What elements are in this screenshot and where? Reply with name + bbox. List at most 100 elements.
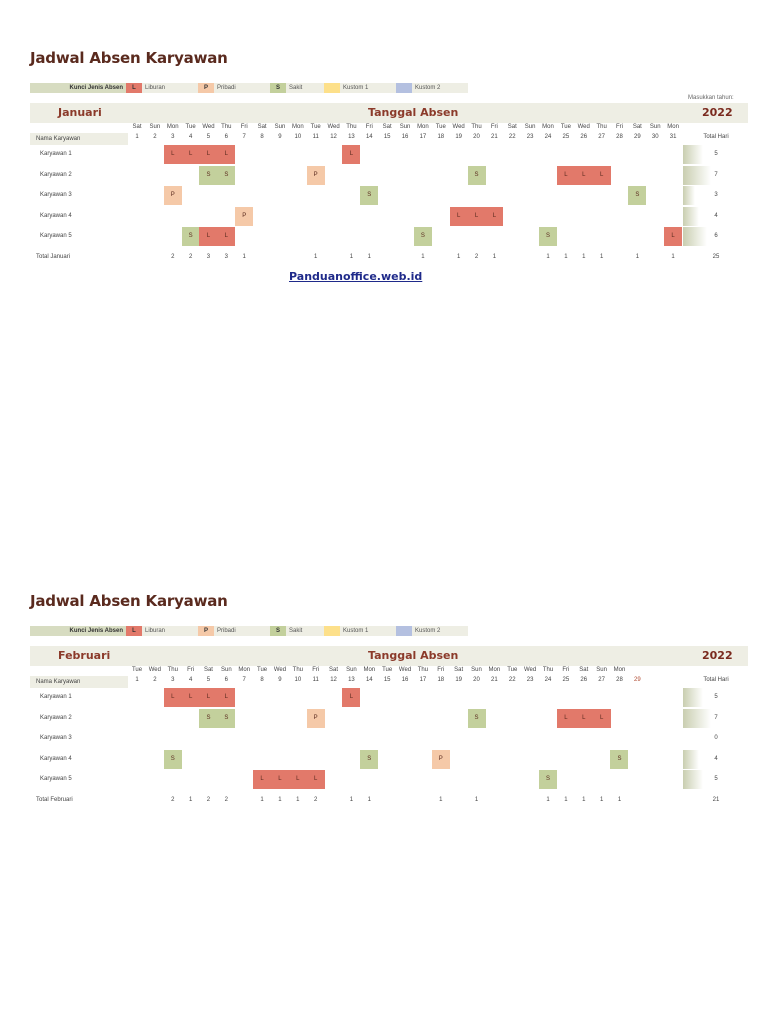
absence-cell[interactable]: L bbox=[181, 145, 200, 164]
day-number-extra: 29 bbox=[634, 677, 641, 683]
absence-cell[interactable]: P bbox=[163, 186, 182, 205]
legend-swatch-sakit: S bbox=[270, 626, 286, 636]
absence-cell[interactable]: L bbox=[253, 770, 272, 789]
day-number: 1 bbox=[135, 134, 139, 140]
absence-cell[interactable]: L bbox=[485, 206, 504, 226]
absence-cell[interactable]: L bbox=[270, 770, 289, 789]
day-number: 28 bbox=[616, 134, 623, 140]
absence-cell[interactable]: L bbox=[467, 206, 486, 226]
day-of-week: Sun bbox=[399, 124, 411, 130]
employee-name: Karyawan 2 bbox=[40, 714, 72, 721]
legend-label: Liburan bbox=[145, 628, 166, 634]
absence-cell[interactable]: L bbox=[664, 227, 683, 246]
absence-cell[interactable]: S bbox=[610, 749, 629, 769]
day-number: 26 bbox=[580, 677, 588, 683]
employee-name: Karyawan 2 bbox=[40, 171, 72, 178]
day-number: 26 bbox=[580, 134, 588, 140]
day-number: 28 bbox=[616, 677, 623, 683]
absence-cell[interactable]: L bbox=[574, 708, 593, 728]
legend-label: Kustom 2 bbox=[415, 628, 441, 634]
absence-cell[interactable]: S bbox=[413, 227, 432, 246]
absence-cell[interactable]: L bbox=[199, 688, 218, 707]
day-total: 1 bbox=[349, 254, 354, 260]
absence-cell[interactable]: S bbox=[467, 708, 486, 728]
day-total: 1 bbox=[296, 797, 300, 803]
absence-cell[interactable]: S bbox=[217, 708, 236, 728]
total-data-bar bbox=[683, 708, 711, 728]
website-link[interactable]: Panduanoffice.web.id bbox=[289, 270, 423, 283]
day-of-week: Sat bbox=[632, 124, 642, 130]
absence-cell[interactable]: S bbox=[360, 749, 379, 769]
legend-swatch-pribadi: P bbox=[198, 83, 214, 93]
employee-total: 7 bbox=[714, 714, 718, 721]
day-number: 29 bbox=[634, 134, 641, 140]
day-number: 9 bbox=[278, 134, 282, 140]
day-number: 5 bbox=[206, 134, 211, 140]
absence-cell[interactable]: L bbox=[342, 145, 361, 164]
day-of-week: Sat bbox=[579, 667, 589, 673]
absence-cell[interactable]: S bbox=[539, 227, 557, 246]
day-of-week: Tue bbox=[185, 124, 196, 130]
legend-title: Kunci Jenis Absen bbox=[30, 626, 126, 636]
absence-cell[interactable]: L bbox=[217, 145, 236, 164]
day-of-week: Tue bbox=[507, 667, 518, 673]
absence-cell[interactable]: S bbox=[217, 165, 236, 185]
absence-cell[interactable]: L bbox=[199, 227, 218, 246]
absence-cell[interactable]: L bbox=[217, 688, 236, 707]
day-number: 25 bbox=[562, 677, 570, 683]
absence-cell[interactable]: S bbox=[199, 708, 218, 728]
day-number: 24 bbox=[544, 677, 552, 683]
day-of-week: Fri bbox=[437, 667, 445, 673]
absence-cell[interactable]: S bbox=[628, 186, 647, 205]
day-number: 30 bbox=[651, 134, 659, 140]
absence-cell[interactable]: L bbox=[449, 206, 468, 226]
legend-swatch-kustom-2 bbox=[396, 626, 412, 636]
legend-label: Kustom 1 bbox=[343, 85, 369, 91]
absence-cell[interactable]: S bbox=[181, 227, 200, 246]
legend-swatch-kustom-1 bbox=[324, 626, 340, 636]
absence-cell[interactable]: L bbox=[288, 770, 307, 789]
day-of-week: Sat bbox=[329, 667, 339, 673]
absence-cell[interactable]: L bbox=[181, 688, 200, 707]
absence-cell[interactable]: L bbox=[306, 770, 325, 789]
absence-cell[interactable]: S bbox=[199, 165, 218, 185]
absence-cell[interactable]: P bbox=[306, 708, 325, 728]
absence-cell[interactable]: S bbox=[467, 165, 486, 185]
day-number: 20 bbox=[473, 677, 480, 683]
day-of-week: Wed bbox=[273, 667, 287, 673]
day-total: 1 bbox=[546, 797, 550, 803]
absence-cell[interactable]: L bbox=[592, 708, 611, 728]
month-total-label: Total Januari bbox=[36, 254, 71, 260]
year-input[interactable]: 2022 bbox=[702, 649, 733, 662]
absence-cell[interactable]: L bbox=[163, 145, 182, 164]
day-number: 13 bbox=[348, 677, 355, 683]
absence-cell[interactable]: L bbox=[163, 688, 182, 707]
day-total: 2 bbox=[171, 254, 175, 260]
day-total: 2 bbox=[474, 254, 479, 260]
day-number: 3 bbox=[171, 134, 175, 140]
day-of-week: Thu bbox=[221, 124, 232, 130]
absence-cell[interactable]: S bbox=[539, 770, 557, 789]
year-input[interactable]: 2022 bbox=[702, 106, 733, 119]
absence-cell[interactable]: L bbox=[556, 708, 575, 728]
day-of-week: Thu bbox=[167, 667, 178, 673]
absence-cell[interactable]: S bbox=[360, 186, 379, 205]
absence-cell[interactable]: P bbox=[235, 206, 254, 226]
absence-cell[interactable]: S bbox=[163, 749, 182, 769]
absence-cell[interactable]: L bbox=[574, 165, 593, 185]
day-number: 22 bbox=[508, 677, 516, 683]
absence-cell[interactable]: L bbox=[556, 165, 575, 185]
day-of-week: Sun bbox=[596, 667, 607, 673]
absence-cell[interactable]: L bbox=[199, 145, 218, 164]
day-total: 1 bbox=[242, 254, 246, 260]
absence-cell[interactable]: P bbox=[431, 749, 450, 769]
day-number: 20 bbox=[473, 134, 480, 140]
legend-label: Kustom 2 bbox=[415, 85, 441, 91]
day-number: 18 bbox=[437, 134, 445, 140]
day-total: 1 bbox=[564, 254, 568, 260]
absence-cell[interactable]: L bbox=[217, 227, 236, 246]
absence-cell[interactable]: L bbox=[592, 165, 611, 185]
legend-label: Sakit bbox=[289, 628, 303, 634]
absence-cell[interactable]: P bbox=[306, 165, 325, 185]
absence-cell[interactable]: L bbox=[342, 688, 361, 707]
